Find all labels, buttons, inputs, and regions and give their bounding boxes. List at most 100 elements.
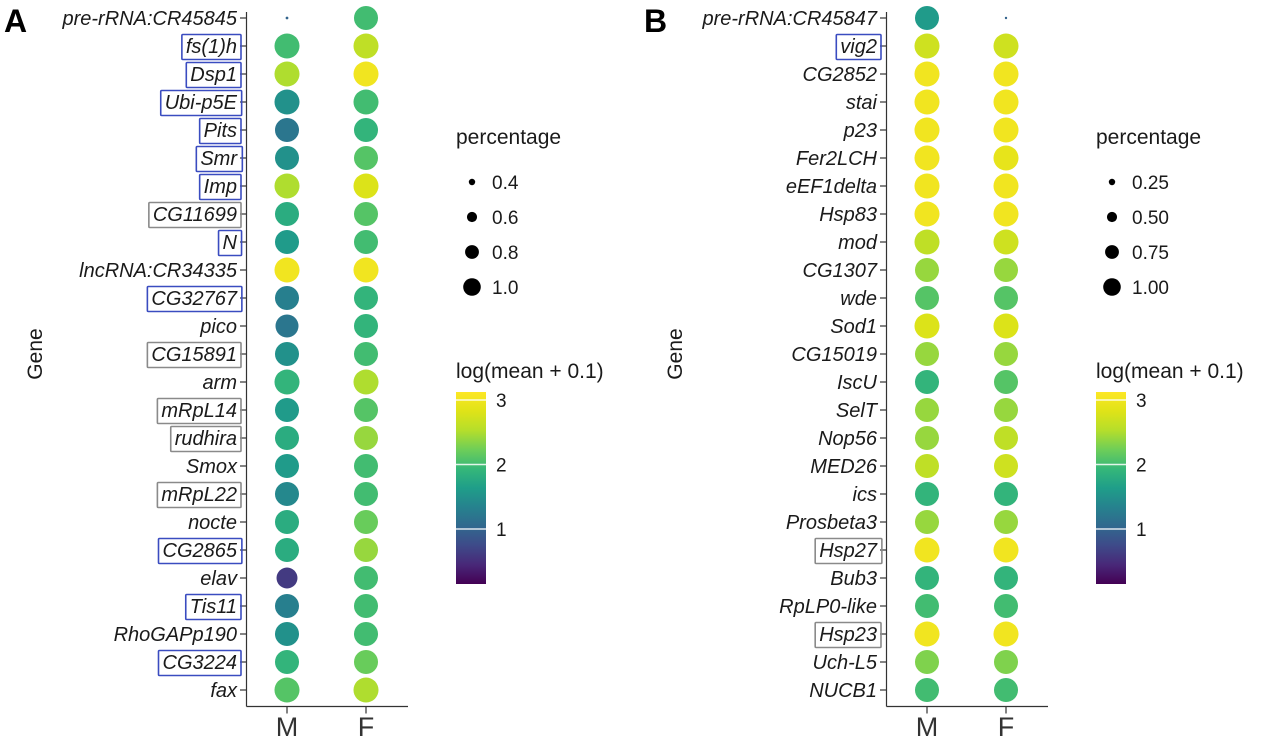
dot [993, 173, 1019, 199]
dot [993, 33, 1019, 59]
colorbar-tick-label: 1 [1136, 520, 1147, 541]
x-axis-label: F [358, 712, 375, 742]
dot [353, 649, 379, 675]
gene-box-blue [835, 33, 882, 61]
gene-label: Nop56 [818, 428, 878, 450]
gene-box-blue [185, 61, 242, 89]
gene-label: rudhira [175, 428, 237, 450]
gene-label: fax [210, 680, 238, 702]
gene-label: eEF1delta [786, 176, 877, 198]
gene-label: Hsp83 [819, 204, 877, 226]
x-axis-label: M [916, 712, 939, 742]
dot [274, 229, 300, 255]
dot [914, 453, 940, 479]
dot [993, 509, 1019, 535]
dot [914, 677, 940, 703]
gene-label: Sod1 [830, 316, 877, 338]
gene-label: MED26 [810, 456, 878, 478]
gene-label: CG3224 [163, 652, 238, 674]
dot [993, 453, 1019, 479]
gene-label: Uch-L5 [813, 652, 878, 674]
gene-box-gray [169, 425, 242, 453]
gene-label: elav [200, 568, 238, 590]
gene-label: stai [846, 92, 878, 114]
size-legend-label: 1.00 [1132, 278, 1169, 299]
size-legend-dot [1106, 211, 1118, 223]
gene-label: mRpL22 [161, 484, 237, 506]
color-legend-title: log(mean + 0.1) [456, 360, 604, 383]
dot [274, 61, 300, 87]
size-legend-dot [468, 178, 476, 186]
colorbar [1096, 392, 1126, 584]
dot [353, 33, 379, 59]
dot [993, 313, 1019, 339]
x-axis-label: F [998, 712, 1015, 742]
dot [274, 649, 300, 675]
dot [274, 453, 300, 479]
gene-label: Dsp1 [190, 64, 237, 86]
gene-label: Imp [204, 176, 237, 198]
colorbar [456, 392, 486, 584]
gene-label: wde [840, 288, 877, 310]
dot [993, 649, 1019, 675]
gene-box-gray [148, 201, 242, 229]
dot [353, 5, 379, 31]
dot [993, 677, 1019, 703]
dot [274, 397, 300, 423]
dot [274, 33, 300, 59]
dot [914, 369, 940, 395]
dot [275, 314, 299, 338]
gene-label: Smox [186, 456, 238, 478]
dot [274, 145, 300, 171]
gene-label: NUCB1 [809, 680, 877, 702]
color-legend-title: log(mean + 0.1) [1096, 360, 1244, 383]
dot [274, 677, 300, 703]
gene-label: vig2 [840, 36, 877, 58]
dot [914, 313, 940, 339]
gene-label: N [223, 232, 238, 254]
colorbar-tick-label: 2 [1136, 456, 1147, 477]
panel-label: A [4, 3, 27, 39]
gene-label: Ubi-p5E [165, 92, 238, 114]
dot [353, 61, 379, 87]
dot [914, 117, 940, 143]
dot [914, 425, 940, 451]
dot [353, 173, 379, 199]
gene-label: Hsp23 [819, 624, 877, 646]
gene-label: Smr [200, 148, 238, 170]
gene-label: Tis11 [190, 596, 237, 618]
dot [914, 397, 940, 423]
panel-a: A Gene pre-rRNA:CR45845 fs(1)h Dsp1 Ubi-p5E Pi… [4, 3, 604, 742]
gene-box-blue [195, 145, 244, 173]
dot [353, 621, 379, 647]
gene-box-gray [814, 621, 882, 649]
gene-label: IscU [837, 372, 878, 394]
gene-box-blue [217, 229, 243, 257]
gene-label: fs(1)h [186, 36, 237, 58]
gene-box-blue [181, 33, 242, 61]
dot [353, 145, 379, 171]
dot [274, 425, 300, 451]
size-legend-label: 1.0 [492, 278, 518, 299]
dot [914, 257, 940, 283]
panel-a-figure: A Gene pre-rRNA:CR45845 fs(1)h Dsp1 Ubi-p5E Pi… [4, 3, 604, 742]
gene-label: Pits [204, 120, 237, 142]
gene-box-gray [814, 537, 883, 565]
dot [274, 509, 300, 535]
gene-label: arm [203, 372, 237, 394]
gene-box-blue [157, 537, 243, 565]
dot [993, 61, 1019, 87]
size-legend-dot [463, 278, 481, 296]
gene-label: CG1307 [803, 260, 878, 282]
gene-box-gray [146, 341, 242, 369]
dot [353, 509, 379, 535]
dot [353, 229, 379, 255]
size-legend-label: 0.25 [1132, 173, 1169, 194]
dot [993, 145, 1019, 171]
gene-label: p23 [843, 120, 877, 142]
dot [274, 369, 300, 395]
dot [274, 593, 300, 619]
gene-label: ics [853, 484, 877, 506]
gene-label: Fer2LCH [796, 148, 878, 170]
dot [353, 117, 379, 143]
